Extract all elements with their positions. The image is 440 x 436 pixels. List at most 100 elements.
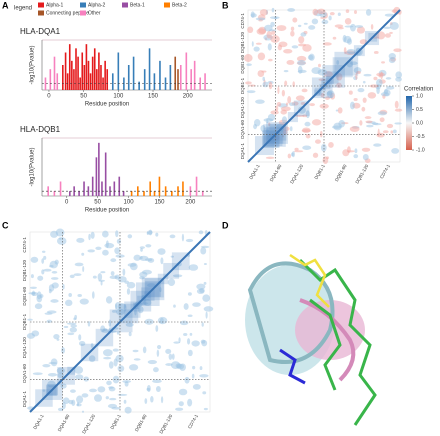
heatmap-cell bbox=[78, 341, 86, 346]
legend-label: Beta-1 bbox=[130, 2, 145, 8]
heatmap-cell bbox=[192, 302, 201, 307]
heatmap-cell bbox=[328, 141, 334, 148]
heatmap-cell bbox=[373, 51, 379, 54]
heatmap-cell bbox=[192, 365, 196, 370]
heatmap-cell bbox=[384, 33, 391, 38]
heatmap-cell bbox=[346, 48, 356, 55]
bar bbox=[104, 152, 107, 196]
heatmap-cell bbox=[196, 288, 205, 294]
heatmap-cell bbox=[308, 53, 315, 61]
heatmap-cell bbox=[30, 256, 39, 263]
y-axis-title: -log10(Pvalue) bbox=[30, 147, 36, 186]
heatmap-cell bbox=[201, 340, 208, 347]
heatmap-cell bbox=[117, 393, 128, 396]
heatmap-cell bbox=[373, 76, 378, 81]
heatmap-cell bbox=[77, 294, 82, 297]
heatmap-cell bbox=[274, 16, 278, 20]
bar bbox=[137, 186, 139, 196]
heatmap-cell bbox=[105, 296, 113, 304]
heatmap-cell bbox=[305, 133, 311, 139]
heatmap-cell bbox=[354, 10, 357, 15]
bar bbox=[79, 77, 81, 90]
heatmap-cell bbox=[303, 22, 308, 25]
heatmap-cell bbox=[66, 322, 77, 325]
heatmap-cell bbox=[246, 90, 256, 94]
x-tick-label: 200 bbox=[183, 94, 194, 100]
heatmap-cell bbox=[181, 233, 185, 242]
heatmap-cell bbox=[290, 30, 295, 37]
heatmap-cell bbox=[297, 106, 306, 114]
heatmap-cell bbox=[196, 283, 206, 290]
heatmap-cell bbox=[61, 347, 66, 354]
heatmap-cell bbox=[157, 316, 168, 325]
y-label: DQA1-1 bbox=[240, 143, 245, 160]
bar bbox=[138, 81, 140, 90]
heatmap-cell bbox=[198, 230, 204, 235]
heatmap-cell bbox=[271, 7, 275, 13]
heatmap-cell bbox=[168, 353, 173, 360]
heatmap-cell bbox=[359, 120, 363, 126]
heatmap-cell bbox=[50, 277, 59, 280]
bar bbox=[71, 60, 73, 90]
heatmap-cell bbox=[349, 23, 356, 32]
x-label: DQA1-120 bbox=[289, 163, 304, 184]
bar bbox=[171, 191, 173, 196]
bar bbox=[87, 186, 90, 196]
heatmap-cell bbox=[170, 361, 181, 369]
heatmap-cell bbox=[91, 291, 95, 299]
heatmap-cell bbox=[338, 119, 346, 128]
bar bbox=[182, 181, 184, 196]
bar bbox=[91, 56, 94, 90]
heatmap-cell bbox=[128, 364, 139, 371]
heatmap-cell bbox=[311, 67, 322, 74]
heatmap-cell bbox=[200, 247, 207, 255]
heatmap-cell bbox=[42, 389, 46, 392]
heatmap-cell bbox=[253, 123, 258, 130]
heatmap-cell bbox=[155, 232, 159, 237]
heatmap-cell bbox=[115, 230, 119, 238]
heatmap-cell bbox=[318, 63, 321, 68]
heatmap-cell bbox=[172, 274, 183, 278]
heatmap-cell bbox=[336, 82, 342, 88]
heatmap-cell bbox=[395, 71, 403, 79]
heatmap-cell bbox=[362, 97, 367, 103]
heatmap-cell bbox=[262, 76, 265, 82]
heatmap-cell bbox=[386, 85, 395, 90]
heatmap-cell bbox=[46, 319, 52, 324]
heatmap-cell bbox=[390, 130, 394, 134]
panel-letter: D bbox=[222, 220, 229, 230]
heatmap-cell bbox=[378, 74, 381, 78]
heatmap-cell bbox=[320, 143, 327, 152]
heatmap-cell bbox=[377, 111, 388, 116]
x-label: DQB1-1 bbox=[109, 413, 122, 430]
bar bbox=[153, 73, 156, 90]
y-label: DQB1-120 bbox=[22, 259, 27, 281]
heatmap-cell bbox=[376, 78, 383, 87]
heatmap-cell bbox=[355, 72, 358, 80]
bar bbox=[122, 191, 125, 196]
colorbar-tick-label: -1.0 bbox=[416, 147, 425, 153]
heatmap-cell bbox=[277, 44, 283, 51]
heatmap-cell bbox=[301, 129, 311, 133]
bar bbox=[193, 60, 196, 90]
heatmap-cell bbox=[344, 17, 352, 25]
y-label: DQB1-60 bbox=[22, 286, 27, 305]
bar bbox=[164, 77, 167, 90]
heatmap-cell bbox=[300, 32, 307, 37]
heatmap-cell bbox=[178, 388, 188, 396]
heatmap-cell bbox=[152, 379, 162, 384]
heatmap-cell bbox=[199, 374, 209, 378]
heatmap-cell bbox=[361, 106, 366, 112]
y-axis-title: -log10(Pvalue) bbox=[30, 45, 36, 84]
heatmap-cell bbox=[366, 124, 374, 128]
heatmap-cell bbox=[50, 299, 59, 303]
x-label: CD74-1 bbox=[379, 163, 391, 179]
heatmap-cell bbox=[146, 230, 153, 235]
heatmap-cell bbox=[133, 358, 141, 361]
heatmap-cell bbox=[290, 26, 295, 31]
heatmap-cell bbox=[337, 12, 341, 17]
heatmap-cell bbox=[139, 302, 149, 305]
heatmap-cell bbox=[87, 321, 91, 327]
heatmap-cell bbox=[363, 73, 372, 77]
bar bbox=[49, 69, 52, 90]
